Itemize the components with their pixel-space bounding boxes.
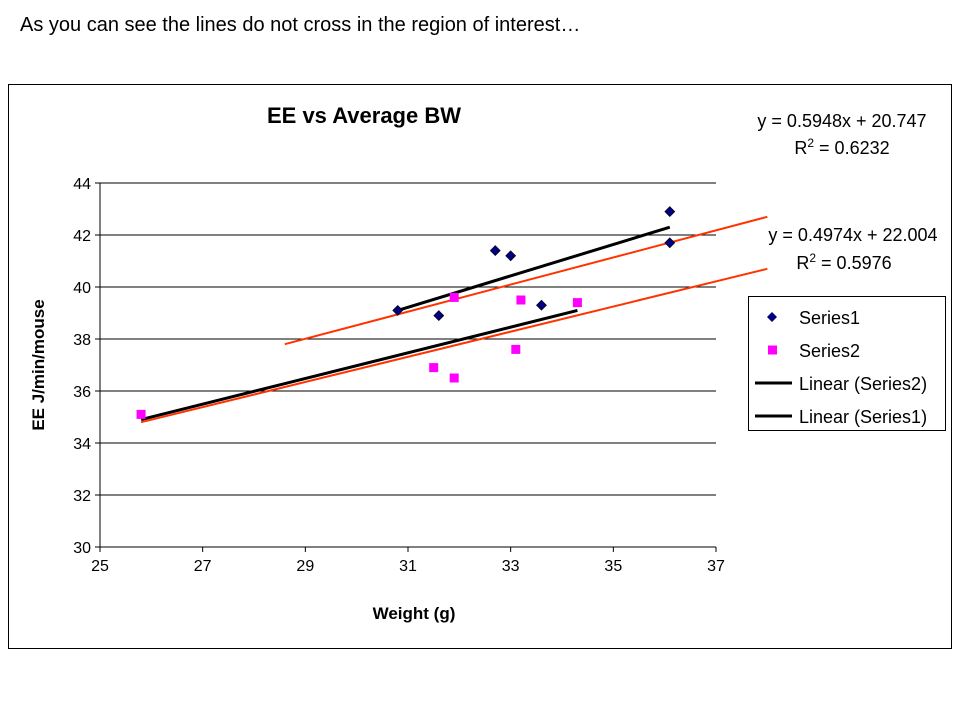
x-tick-label: 31 [399, 558, 417, 575]
x-tick-label: 29 [296, 558, 314, 575]
series2-point [449, 292, 459, 302]
legend-symbol-square [768, 345, 777, 355]
y-tick-label: 42 [73, 228, 91, 245]
y-tick-label: 32 [73, 488, 91, 505]
trendlines [140, 215, 768, 424]
series1-point [505, 250, 517, 262]
trendline-linear [140, 308, 578, 422]
y-tick-label: 38 [73, 332, 91, 349]
r-squared-prefix: R [796, 253, 809, 273]
y-tick-label: 44 [73, 176, 91, 193]
series2-point [572, 298, 582, 308]
axes: 30 32 34 36 38 40 42 44 25 27 29 31 33 35 37 [73, 176, 725, 575]
equation-text: y = 0.4974x + 22.004 [768, 225, 937, 245]
y-tick-label: 34 [73, 436, 91, 453]
series1-point [664, 237, 676, 249]
r-squared-prefix: R [794, 138, 807, 158]
series2-point [449, 373, 459, 383]
series1-point [433, 310, 445, 322]
legend-label: Series2 [799, 341, 860, 361]
series2-point [429, 363, 439, 373]
legend-label: Linear (Series1) [799, 407, 927, 427]
equation-label-2: y = 0.4974x + 22.004 R2 = 0.5976 [768, 225, 937, 273]
legend-box [748, 296, 946, 431]
y-axis-title: EE J/min/mouse [29, 299, 48, 430]
legend: Series1 Series2 Linear (Series2) Linear (Se… [748, 296, 946, 431]
chart-frame: 30 32 34 36 38 40 42 44 25 27 29 31 33 35 37 EE vs Ave… [8, 84, 952, 649]
y-tick-label: 36 [73, 384, 91, 401]
r-squared-text: R2 = 0.6232 [794, 136, 889, 158]
equation-label-1: y = 0.5948x + 20.747 R2 = 0.6232 [757, 111, 926, 158]
r-squared-value: = 0.6232 [814, 138, 890, 158]
slide-caption: As you can see the lines do not cross in… [20, 14, 581, 36]
series1-point [536, 299, 547, 311]
legend-entries: Series1 Series2 Linear (Series2) Linear (Se… [755, 308, 927, 427]
series1-point [489, 245, 501, 257]
r-squared-exponent: 2 [807, 136, 814, 150]
data-points [136, 206, 676, 419]
r-squared-value: = 0.5976 [816, 253, 892, 273]
gridlines [100, 182, 716, 496]
x-tick-label: 33 [502, 558, 520, 575]
legend-label: Series1 [799, 308, 860, 328]
x-tick-label: 27 [194, 558, 212, 575]
series2-point [511, 344, 521, 354]
series1-point [664, 206, 676, 218]
y-tick-label: 30 [73, 540, 91, 557]
trendline-fit [284, 215, 768, 346]
trendline-linear [397, 225, 671, 312]
x-axis-title: Weight (g) [373, 604, 456, 623]
chart-title: EE vs Average BW [267, 103, 461, 128]
y-tick-label: 40 [73, 280, 91, 297]
x-tick-label: 35 [604, 558, 622, 575]
r-squared-exponent: 2 [809, 251, 816, 265]
r-squared-text: R2 = 0.5976 [796, 251, 891, 273]
x-tick-label: 37 [707, 558, 725, 575]
series2-point [136, 409, 146, 419]
legend-symbol-diamond [767, 312, 777, 322]
chart-svg: 30 32 34 36 38 40 42 44 25 27 29 31 33 35 37 EE vs Ave… [8, 84, 952, 649]
equation-text: y = 0.5948x + 20.747 [757, 111, 926, 131]
trendline-fit [140, 267, 768, 424]
series1-point [392, 304, 404, 316]
x-tick-label: 25 [91, 558, 109, 575]
legend-label: Linear (Series2) [799, 374, 927, 394]
series2-point [516, 295, 526, 305]
